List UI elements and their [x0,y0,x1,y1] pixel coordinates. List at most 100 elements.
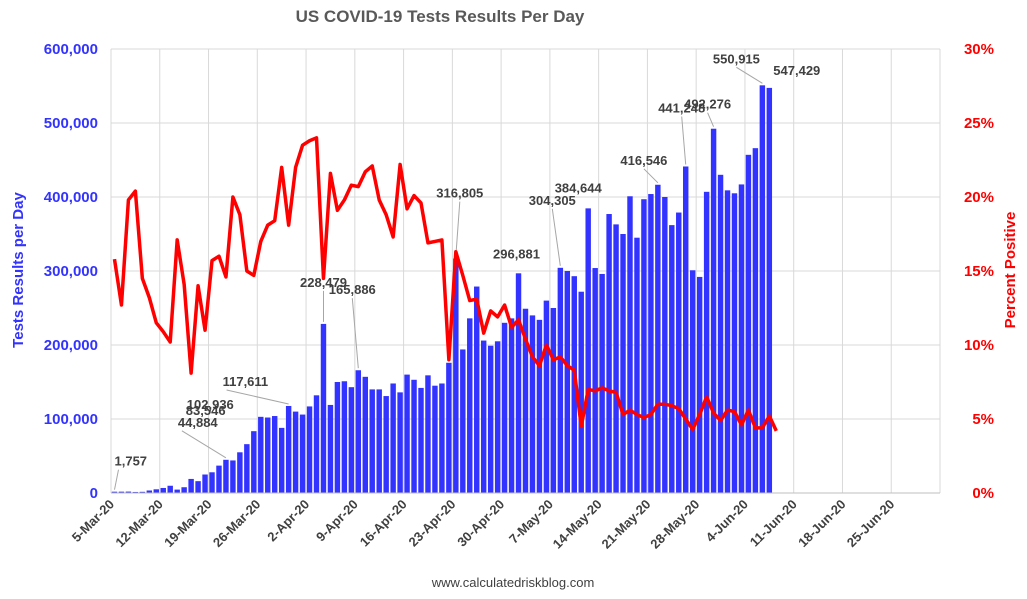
y2-tick-label: 0% [972,485,994,502]
y-tick-label: 300,000 [44,263,98,280]
x-tick-label: 30-Apr-20 [454,497,507,550]
data-label: 44,884 [178,415,219,430]
y2-tick-label: 30% [964,41,994,58]
x-tick-label: 26-Mar-20 [210,497,264,551]
bar [278,427,285,493]
x-tick-label: 2-Apr-20 [264,497,312,545]
x-tick-label: 28-May-20 [647,497,702,552]
bar [369,389,375,493]
bar [202,474,208,493]
bar [313,395,320,493]
y-tick-label: 100,000 [44,411,98,428]
bar [648,194,654,494]
bar [125,491,132,493]
bar [362,376,368,493]
bar [529,315,536,493]
y-tick-label: 200,000 [44,337,98,354]
bar [341,381,348,493]
bar [271,416,278,493]
bar [334,382,341,493]
bar [355,370,362,493]
chart-title: US COVID-19 Tests Results Per Day [296,7,585,26]
data-label: 83,546 [186,403,226,418]
data-label: 165,886 [329,282,376,297]
data-label-leader [226,389,289,405]
y2-tick-label: 15% [964,263,994,280]
bar [432,385,438,493]
bar [285,405,292,493]
bar [139,491,146,493]
left-axis-ticks: 0 100,000 200,000 300,000 400,000 500,000 600,… [44,41,98,502]
bar [724,190,731,493]
x-tick-label: 4-Jun-20 [703,497,751,545]
bar [453,258,459,493]
bar [745,154,752,493]
y-tick-label: 400,000 [44,189,98,206]
bar [474,286,480,493]
right-axis-ticks: 0% 5% 10% 15% 20% 25% 30% [964,41,994,502]
bar [132,491,139,493]
bar [153,489,159,493]
y-tick-label: 0 [90,485,98,502]
bar [592,268,598,493]
bar [662,197,668,493]
bar [703,191,710,493]
bar [209,472,215,493]
percent-positive-line [112,136,778,432]
bar [397,392,403,493]
bar [696,276,703,493]
bar [543,300,550,493]
bar [480,340,487,493]
y2-tick-label: 10% [964,337,994,354]
bar [578,291,584,493]
bar [292,411,299,493]
data-label: 304,305 [529,193,576,208]
bar [320,323,327,493]
bar [460,349,466,493]
bar [244,444,250,493]
data-label: 1,757 [115,454,148,469]
data-label-leader [455,201,461,257]
bar [536,319,543,493]
bar [710,128,717,493]
bar [251,431,257,493]
bar [599,273,605,493]
bar [467,318,473,493]
data-label-leader [681,116,687,165]
bar [641,199,647,493]
credit-text: www.calculatedriskblog.com [431,575,595,590]
bar [717,174,724,494]
bar [564,271,571,493]
y2-tick-label: 20% [964,189,994,206]
bar [683,166,689,494]
bar [160,487,166,493]
bar [585,208,591,494]
x-tick-label: 23-Apr-20 [406,497,459,550]
data-label: 228,479 [300,275,347,290]
bar [230,460,236,493]
data-label-leader [551,208,561,266]
bar [223,459,229,493]
x-tick-label: 5-Mar-20 [69,497,117,545]
bar [167,485,173,493]
bar [669,225,675,493]
bar [237,452,243,493]
bar [501,322,508,493]
x-tick-label: 7-May-20 [506,497,556,547]
bar [634,237,640,493]
bar [188,478,194,493]
bar [195,481,201,493]
data-label-leaders [114,66,763,490]
bar [557,267,564,493]
bar [439,383,445,493]
bar [390,383,396,493]
bar [627,196,633,493]
bar [759,85,766,493]
bar [418,387,424,493]
data-label: 547,429 [773,63,820,78]
data-label: 102,936 [187,397,234,412]
y2-tick-label: 5% [972,411,994,428]
bar [118,491,125,493]
data-label: 316,805 [436,186,483,201]
